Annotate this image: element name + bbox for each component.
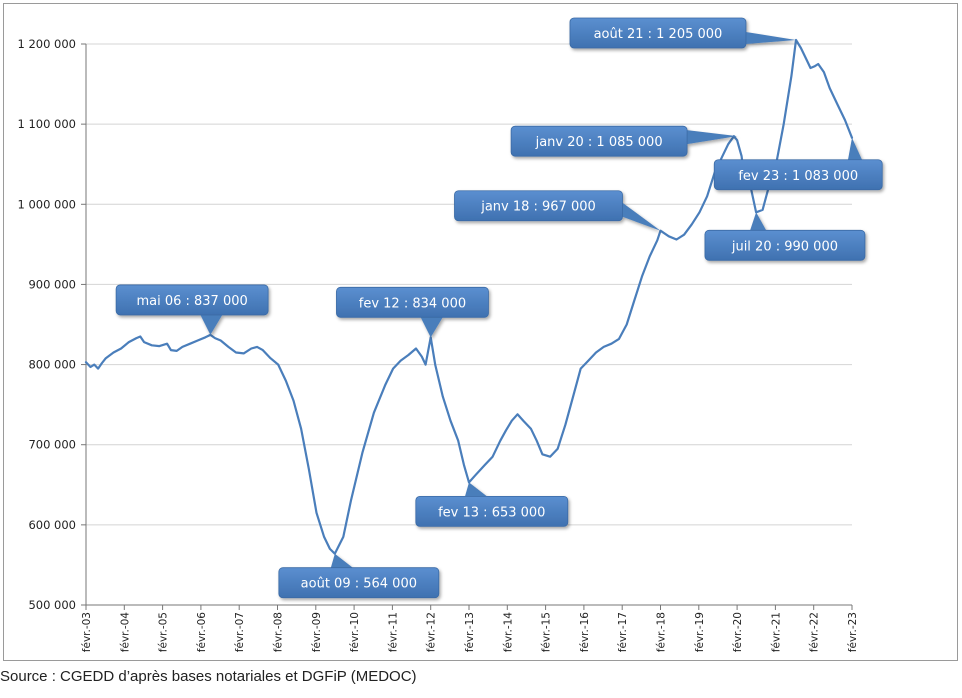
x-tick-label: févr.-22 [809,612,821,652]
callout-box [713,159,883,191]
callout-box [704,229,866,261]
callout-label: mai 06 : 837 000 [136,294,247,309]
y-tick-label: 900 000 [28,277,76,291]
annotation-callout [713,137,883,191]
callout-label: juil 20 : 990 000 [731,239,838,254]
annotation-callout [454,190,661,231]
x-tick-label: févr.-19 [694,612,706,652]
x-tick-label: févr.-08 [273,612,285,652]
callout-label: janv 20 : 1 085 000 [535,135,663,150]
callout-label: fev 23 : 1 083 000 [738,169,858,184]
callout-box [510,125,688,157]
x-tick-label: févr.-18 [656,612,668,652]
callout-pointer [465,482,487,497]
callout-pointer [750,212,767,231]
x-tick-label: févr.-13 [464,612,476,652]
callout-label: août 21 : 1 205 000 [594,27,723,42]
x-tick-label: févr.-10 [349,612,361,652]
callout-box [115,284,269,316]
y-tick-label: 500 000 [28,598,76,612]
gridlines [86,43,852,526]
x-tick-label: févr.-20 [732,612,744,652]
y-tick-label: 700 000 [28,438,76,452]
x-tick-label: févr.-12 [426,612,438,652]
callout-label: janv 18 : 967 000 [480,200,596,215]
y-tick-label: 1 100 000 [17,117,76,131]
y-tick-label: 1 000 000 [17,197,76,211]
callout-box [336,286,489,318]
x-tick-label: févr.-09 [311,612,323,652]
x-tick-label: févr.-15 [541,612,553,652]
x-tick-label: févr.-23 [847,612,859,652]
annotation-callout [336,286,489,338]
annotation-callout [510,125,738,157]
callout-box [278,567,440,599]
callout-pointer [200,314,223,335]
annotation-callout [278,553,440,599]
annotations-layer: mai 06 : 837 000 août 09 : 564 000 fev 12 … [115,17,883,599]
x-tick-label: févr.-17 [617,612,629,652]
y-tick-label: 600 000 [28,518,76,532]
x-tick-label: févr.-16 [579,612,591,653]
x-tick-label: févr.-06 [196,612,208,653]
annotation-callout [704,212,866,261]
x-tick-label: févr.-14 [502,612,514,653]
annotation-callout [415,482,569,527]
x-tick-label: févr.-07 [234,612,246,652]
callout-box [569,17,747,49]
callout-label: août 09 : 564 000 [301,577,417,592]
callout-pointer [745,31,796,44]
callout-label: fev 12 : 834 000 [359,296,466,311]
series-line [84,38,854,555]
callout-pointer [848,137,862,160]
series-layer [84,38,854,555]
source-note: Source : CGEDD d’après bases notariales … [0,668,417,685]
x-tick-label: févr.-05 [158,612,170,652]
y-tick-label: 1 200 000 [17,37,76,51]
x-tick-label: févr.-03 [81,612,93,652]
x-tick-label: févr.-21 [770,612,782,652]
callout-pointer [687,130,738,145]
line-chart: 500 000 600 000 700 000 800 000 900 000 1 000… [17,17,883,652]
chart-frame: 500 000 600 000 700 000 800 000 900 000 1 000… [3,3,958,661]
annotation-callout [569,17,796,49]
callout-pointer [330,553,353,568]
callout-pointer [420,317,443,338]
callout-pointer [622,202,661,231]
x-tick-label: févr.-11 [387,612,399,652]
y-tick-label: 800 000 [28,358,76,372]
callout-box [454,190,623,222]
annotation-callout [115,284,269,335]
x-tick-label: févr.-04 [119,612,131,653]
axes: 500 000 600 000 700 000 800 000 900 000 1 000… [17,37,859,652]
callout-box [415,495,569,527]
callout-label: fev 13 : 653 000 [438,505,545,520]
